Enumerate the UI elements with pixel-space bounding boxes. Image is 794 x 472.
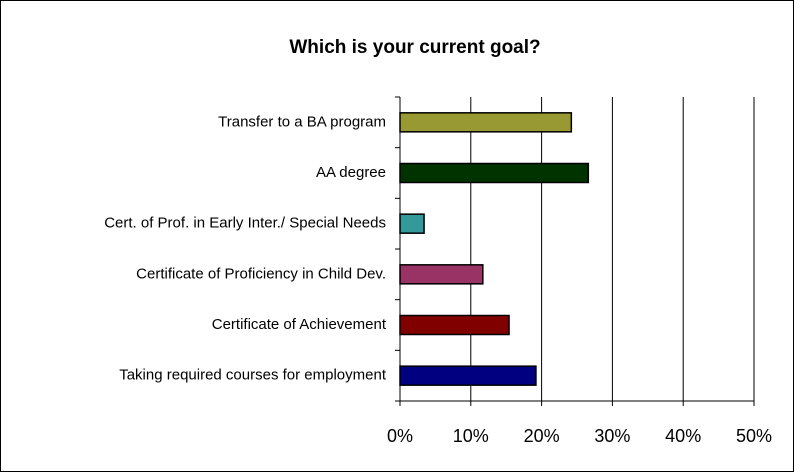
bar: [399, 213, 425, 234]
bar: [399, 314, 510, 336]
bar: [399, 365, 537, 386]
y-tick-label: AA degree: [316, 164, 386, 181]
y-tick-label: Cert. of Prof. in Early Inter./ Special …: [104, 215, 386, 232]
x-tick-label: 40%: [665, 426, 701, 446]
x-tick-label: 30%: [594, 426, 630, 446]
bar: [399, 162, 590, 184]
x-tick-label: 20%: [524, 426, 560, 446]
y-tick-label: Certificate of Proficiency in Child Dev.: [136, 265, 386, 282]
y-tick-label: Taking required courses for employment: [119, 367, 387, 384]
x-tick-label: 0%: [387, 426, 413, 446]
bar: [399, 264, 484, 285]
x-tick-label: 50%: [736, 426, 772, 446]
y-tick-label: Certificate of Achievement: [212, 316, 387, 333]
chart-title: Which is your current goal?: [289, 37, 540, 58]
x-tick-label: 10%: [453, 426, 489, 446]
bar: [399, 112, 573, 133]
y-tick-label: Transfer to a BA program: [218, 113, 386, 130]
